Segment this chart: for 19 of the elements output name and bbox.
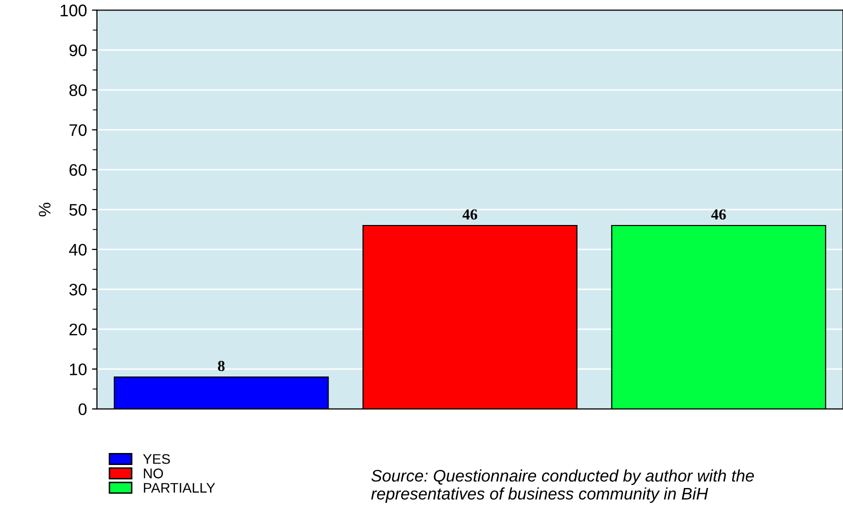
data-label: 8 [218, 360, 225, 372]
y-tick-label: 80 [69, 84, 87, 96]
legend-label: YES [143, 454, 170, 464]
y-tick-label: 70 [70, 124, 87, 136]
y-tick-label: 50 [69, 204, 87, 216]
y-tick-label: 40 [69, 244, 87, 256]
legend-label: NO [144, 468, 163, 478]
y-tick-label: 20 [70, 324, 87, 336]
source-note: Source: Questionnaire conducted by author with the representatives of business community in BiH [371, 469, 754, 503]
data-label: 46 [711, 209, 726, 220]
y-tick-label: 10 [70, 363, 87, 376]
legend-label: PARTIALLY [144, 483, 216, 493]
y-axis-title: % [38, 202, 51, 216]
y-tick-label: 0 [78, 403, 87, 416]
y-tick-label: 30 [69, 284, 87, 296]
y-tick-label: 90 [69, 44, 87, 56]
data-label: 46 [462, 209, 478, 220]
y-tick-label: 60 [70, 164, 87, 176]
y-tick-label: 100 [60, 4, 87, 16]
